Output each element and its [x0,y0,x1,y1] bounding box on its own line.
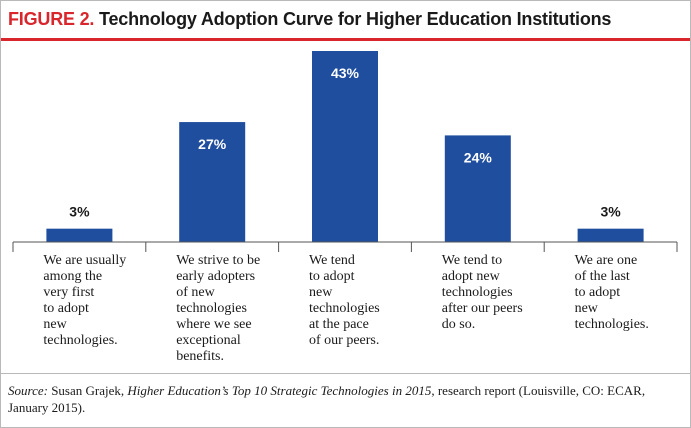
bars-group [46,51,644,242]
category-label-line: technologies [309,301,380,316]
bar-4 [444,135,511,242]
value-label-3: 43% [331,65,360,81]
figure-label: FIGURE 2. [8,9,95,29]
source-label: Source: [8,383,48,398]
source-rule [1,373,690,374]
value-label-1: 3% [69,204,90,220]
category-label-line: exceptional [176,333,241,348]
category-label-line: We tend to [442,253,502,268]
bar-chart: 3% 27% 43% 24% 3% We are usually among the ver… [12,51,678,364]
category-label-line: new [309,285,333,300]
category-label-line: do so. [442,317,475,332]
category-label-line: to adopt [43,301,89,316]
category-label-4: We tend to adopt new technologies after our… [442,253,523,332]
category-label-line: technologies. [575,317,649,332]
category-label-line: to adopt [575,285,621,300]
category-label-5: We are one of the last to adopt new technolo… [575,253,649,332]
value-label-4: 24% [464,149,493,165]
bar-2 [179,122,246,242]
value-label-5: 3% [600,204,621,220]
value-labels-group: 3% 27% 43% 24% 3% [69,65,621,220]
category-label-line: We tend [309,253,355,268]
category-label-line: technologies [442,285,513,300]
category-label-line: technologies [176,301,247,316]
category-label-line: to adopt [309,269,355,284]
figure-title-text: Technology Adoption Curve for Higher Edu… [99,9,612,29]
category-label-line: among the [43,269,102,284]
category-label-2: We strive to be early adopters of new techn… [176,253,260,364]
category-label-line: after our peers [442,301,523,316]
category-label-line: We are one [575,253,638,268]
category-label-line: where we see [176,317,251,332]
x-axis [12,241,678,252]
value-label-2: 27% [198,136,227,152]
category-label-line: at the pace [309,317,369,332]
bar-3 [312,51,378,242]
category-label-line: new [43,317,67,332]
category-label-line: We strive to be [176,253,260,268]
title-rule [1,38,690,41]
category-label-line: adopt new [442,269,501,284]
source-work: Higher Education’s Top 10 Strategic Tech… [127,383,432,398]
category-label-line: very first [43,285,94,300]
category-label-line: of our peers. [309,333,379,348]
category-label-3: We tend to adopt new technologies at the pac… [309,253,380,348]
figure-title: FIGURE 2. Technology Adoption Curve for … [8,9,611,30]
source-author: Susan Grajek, [51,383,125,398]
category-label-line: technologies. [43,333,117,348]
category-label-line: of the last [575,269,630,284]
category-label-line: benefits. [176,349,224,364]
category-label-line: early adopters [176,269,255,284]
source-note: Source: Susan Grajek, Higher Education’s… [8,382,684,416]
category-label-line: new [575,301,599,316]
category-label-1: We are usually among the very first to adop… [43,253,126,348]
category-label-line: of new [176,285,215,300]
category-label-line: We are usually [43,253,126,268]
bar-1 [46,228,113,242]
category-labels-group: We are usually among the very first to adop… [43,253,648,364]
source-rest: , research report (Louisville, CO: ECAR,… [8,383,646,415]
bar-5 [577,228,644,242]
